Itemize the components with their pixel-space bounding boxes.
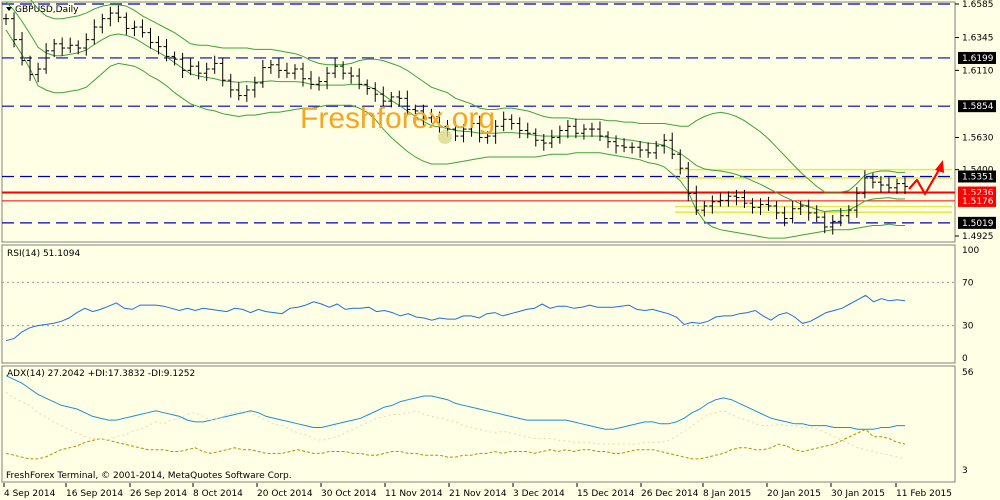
x-axis-label: 8 Oct 2014 — [193, 489, 243, 499]
x-axis-label: 11 Nov 2014 — [385, 489, 443, 499]
plus-di-line — [5, 428, 906, 460]
price-tag-box — [958, 216, 996, 229]
adx-title: ADX(14) 27.2042 +DI:17.3832 -DI:9.1252 — [7, 369, 195, 379]
price-tag-label: 1.5236 — [962, 189, 994, 199]
adx-axis-label: 3 — [962, 466, 968, 476]
x-axis-label: 15 Dec 2014 — [577, 489, 635, 499]
price-tag-box — [958, 170, 996, 183]
rsi-layer — [2, 281, 955, 342]
rsi-axis-label: 100 — [962, 246, 979, 256]
rsi-axis-label: 30 — [962, 322, 974, 332]
price-axis-label: 1.6585 — [962, 0, 994, 10]
x-axis-label: 21 Nov 2014 — [449, 489, 507, 499]
axis-layer: 1.65851.63451.61101.56301.54001.49251.61… — [3, 0, 996, 499]
price-axis-label: 1.4925 — [962, 232, 994, 242]
dropdown-triangle-icon[interactable] — [6, 7, 12, 11]
price-tag-box — [958, 100, 996, 113]
price-tag-label: 1.5854 — [962, 102, 994, 112]
x-axis-label: 20 Jan 2015 — [767, 489, 821, 499]
x-axis-label: 30 Jan 2015 — [831, 489, 885, 499]
x-axis-label: 3 Dec 2014 — [513, 489, 565, 499]
price-axis-label: 1.6345 — [962, 34, 994, 44]
rsi-axis-label: 0 — [962, 354, 968, 364]
rsi-axis-label: 70 — [962, 278, 974, 288]
rsi-line — [5, 294, 906, 342]
adx-layer — [5, 375, 906, 460]
price-tag-box — [958, 51, 996, 64]
x-axis-label: 11 Feb 2015 — [896, 489, 952, 499]
adx-panel — [1, 365, 956, 483]
rsi-title: RSI(14) 51.1094 — [7, 249, 80, 259]
adx-line — [5, 375, 905, 430]
x-axis-label: 16 Sep 2014 — [66, 489, 123, 499]
bollinger-lower-line — [5, 29, 905, 239]
price-tag-label: 1.5176 — [962, 197, 994, 207]
x-axis-label: 26 Sep 2014 — [130, 489, 187, 499]
price-tag-label: 1.5351 — [962, 172, 994, 182]
price-title: GBPUSD,Daily — [15, 5, 79, 15]
bollinger-upper-line — [30, 0, 905, 193]
x-axis-label: 8 Jan 2015 — [703, 489, 751, 499]
price-layer — [2, 0, 955, 239]
x-axis-label: 4 Sep 2014 — [4, 489, 56, 499]
x-axis-label: 26 Dec 2014 — [641, 489, 699, 499]
minus-di-line — [5, 391, 906, 460]
price-tag-label: 1.5019 — [962, 219, 994, 229]
watermark-dot — [438, 130, 452, 144]
price-tag-box — [958, 194, 996, 207]
copyright-text: FreshForex Terminal, © 2001-2014, MetaQu… — [6, 471, 292, 481]
price-axis-label: 1.6110 — [962, 66, 994, 76]
rsi-panel — [1, 244, 956, 364]
forecast-arrow-head — [935, 160, 944, 173]
watermark: Freshforex.org — [300, 102, 495, 135]
x-axis-label: 20 Oct 2014 — [257, 489, 313, 499]
price-panel — [1, 1, 956, 243]
price-axis-label: 1.5630 — [962, 133, 994, 143]
adx-axis-label: 56 — [962, 368, 974, 378]
x-axis-label: 30 Oct 2014 — [321, 489, 377, 499]
forecast-arrow-icon — [908, 167, 941, 196]
price-tag-label: 1.6199 — [962, 54, 994, 64]
